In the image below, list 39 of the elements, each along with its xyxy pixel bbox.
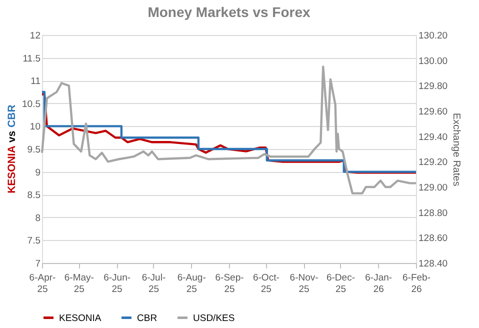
x-tick-label: 6-Sep-25	[215, 272, 244, 295]
y-axis-title: KESONIA vs CBR	[6, 104, 18, 194]
legend-label: USD/KES	[193, 312, 235, 324]
x-tick-label: 6-Apr-25	[29, 272, 56, 295]
y2-tick-label: 129.80	[418, 81, 448, 92]
y2-tick-label: 130.20	[418, 30, 448, 42]
y-tick-label: 8	[35, 212, 40, 224]
y2-tick-label: 130.00	[418, 56, 448, 67]
y2-tick-label: 129.60	[418, 106, 448, 118]
y-tick-label: 8.5	[27, 190, 40, 202]
legend-label: CBR	[137, 312, 158, 324]
y-tick-label: 10	[30, 122, 40, 133]
chart-title: Money Markets vs Forex	[148, 4, 311, 20]
y2-tick-label: 129.20	[418, 157, 448, 168]
x-tick-label: 6-Jan-26	[365, 272, 392, 295]
y-tick-label: 7	[35, 258, 40, 270]
x-tick-label: 6-Feb-26	[402, 272, 430, 295]
y2-tick-label: 128.60	[418, 233, 448, 244]
y2-axis-title: Exchange Rates	[450, 112, 462, 186]
y2-tick-label: 129.40	[418, 132, 448, 143]
x-tick-label: 6-Oct-25	[252, 272, 280, 295]
y-tick-label: 7.5	[27, 236, 40, 247]
y-tick-label: 10.5	[22, 98, 40, 110]
x-tick-label: 6-Jul-25	[142, 272, 166, 295]
y2-tick-label: 129.00	[418, 182, 448, 194]
y-tick-label: 9	[35, 167, 40, 178]
x-tick-label: 6-Jun-25	[104, 272, 131, 295]
line-series	[40, 66, 418, 194]
y2-tick-label: 128.80	[418, 208, 448, 219]
x-tick-label: 6-Nov-25	[290, 272, 318, 295]
x-tick-label: 6-Dec-25	[326, 272, 355, 295]
y-tick-label: 11	[30, 76, 40, 88]
y-tick-label: 9.5	[27, 144, 40, 156]
y2-tick-label: 128.40	[418, 258, 448, 270]
x-tick-label: 6-Aug-25	[177, 272, 206, 295]
y-tick-label: 12	[30, 30, 40, 42]
x-tick-label: 6-May-25	[64, 272, 94, 295]
y-tick-label: 11.5	[22, 53, 40, 64]
legend-label: KESONIA	[59, 312, 102, 324]
